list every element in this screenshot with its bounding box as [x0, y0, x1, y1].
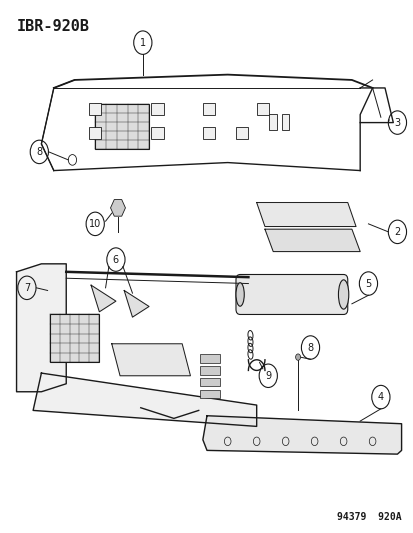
FancyBboxPatch shape — [200, 354, 219, 363]
FancyBboxPatch shape — [235, 274, 347, 314]
Text: 7: 7 — [24, 283, 30, 293]
Bar — [151, 103, 163, 115]
Polygon shape — [264, 229, 359, 252]
Polygon shape — [202, 416, 401, 454]
Bar — [281, 114, 288, 130]
FancyBboxPatch shape — [200, 390, 219, 398]
Text: 10: 10 — [89, 219, 101, 229]
Text: 8: 8 — [36, 147, 42, 157]
Text: 4: 4 — [377, 392, 383, 402]
Bar — [268, 114, 276, 130]
Text: 6: 6 — [113, 255, 119, 264]
Text: 9: 9 — [265, 371, 271, 381]
Text: 94379  920A: 94379 920A — [336, 512, 401, 522]
Polygon shape — [17, 264, 66, 392]
Text: IBR-920B: IBR-920B — [17, 19, 89, 34]
Polygon shape — [33, 373, 256, 426]
Bar — [202, 103, 215, 115]
Text: 5: 5 — [364, 279, 371, 288]
Bar — [202, 127, 215, 139]
Ellipse shape — [235, 282, 244, 306]
Polygon shape — [112, 344, 190, 376]
Ellipse shape — [338, 280, 348, 309]
Text: 1: 1 — [140, 38, 145, 47]
FancyBboxPatch shape — [50, 314, 99, 362]
Polygon shape — [91, 285, 116, 312]
Circle shape — [295, 354, 300, 360]
FancyBboxPatch shape — [95, 104, 149, 149]
Bar — [89, 103, 101, 115]
Bar — [256, 103, 268, 115]
Polygon shape — [256, 203, 355, 227]
Bar — [151, 127, 163, 139]
Polygon shape — [124, 290, 149, 317]
FancyBboxPatch shape — [200, 366, 219, 375]
Text: 3: 3 — [394, 118, 399, 127]
Bar — [89, 127, 101, 139]
Text: 8: 8 — [307, 343, 313, 352]
FancyBboxPatch shape — [200, 378, 219, 386]
Text: 2: 2 — [393, 227, 400, 237]
Polygon shape — [110, 199, 125, 216]
Bar — [235, 127, 248, 139]
